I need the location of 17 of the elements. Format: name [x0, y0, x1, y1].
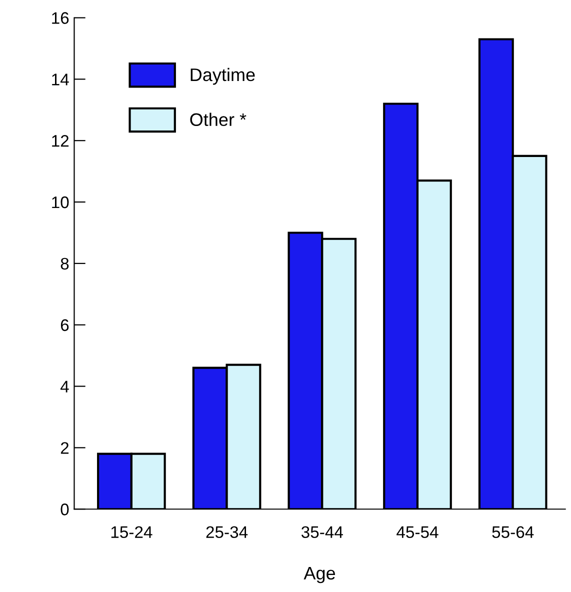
y-tick-label: 6: [60, 319, 69, 332]
x-tick-label: 45-54: [396, 526, 438, 538]
x-tick-label: 25-34: [206, 526, 248, 538]
legend-label: Daytime: [190, 68, 255, 85]
x-tick-label: 15-24: [111, 526, 152, 538]
y-tick-label: 4: [60, 380, 69, 392]
x-axis-title: Age: [304, 566, 336, 584]
y-tick-label: 14: [52, 74, 69, 86]
y-tick-label: 0: [60, 504, 69, 516]
y-tick-label: 2: [60, 442, 69, 454]
x-tick-label: 55-64: [492, 526, 534, 538]
y-tick-label: 16: [52, 12, 69, 24]
y-tick-label: 12: [52, 135, 69, 147]
x-tick-label: 35-44: [301, 526, 343, 538]
legend-label: Other *: [190, 112, 246, 126]
y-tick-label: 10: [52, 196, 69, 208]
y-tick-label: 8: [60, 258, 69, 270]
